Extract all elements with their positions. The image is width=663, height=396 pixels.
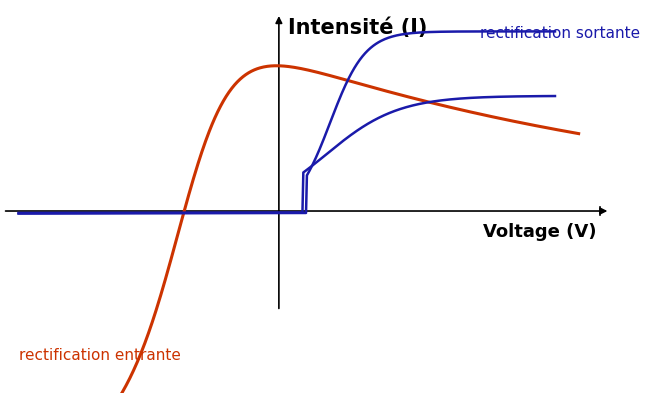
Text: rectification entrante: rectification entrante <box>19 348 180 363</box>
Text: Intensité (I): Intensité (I) <box>288 17 428 38</box>
Text: Voltage (V): Voltage (V) <box>483 223 597 241</box>
Text: rectification sortante: rectification sortante <box>480 26 640 40</box>
